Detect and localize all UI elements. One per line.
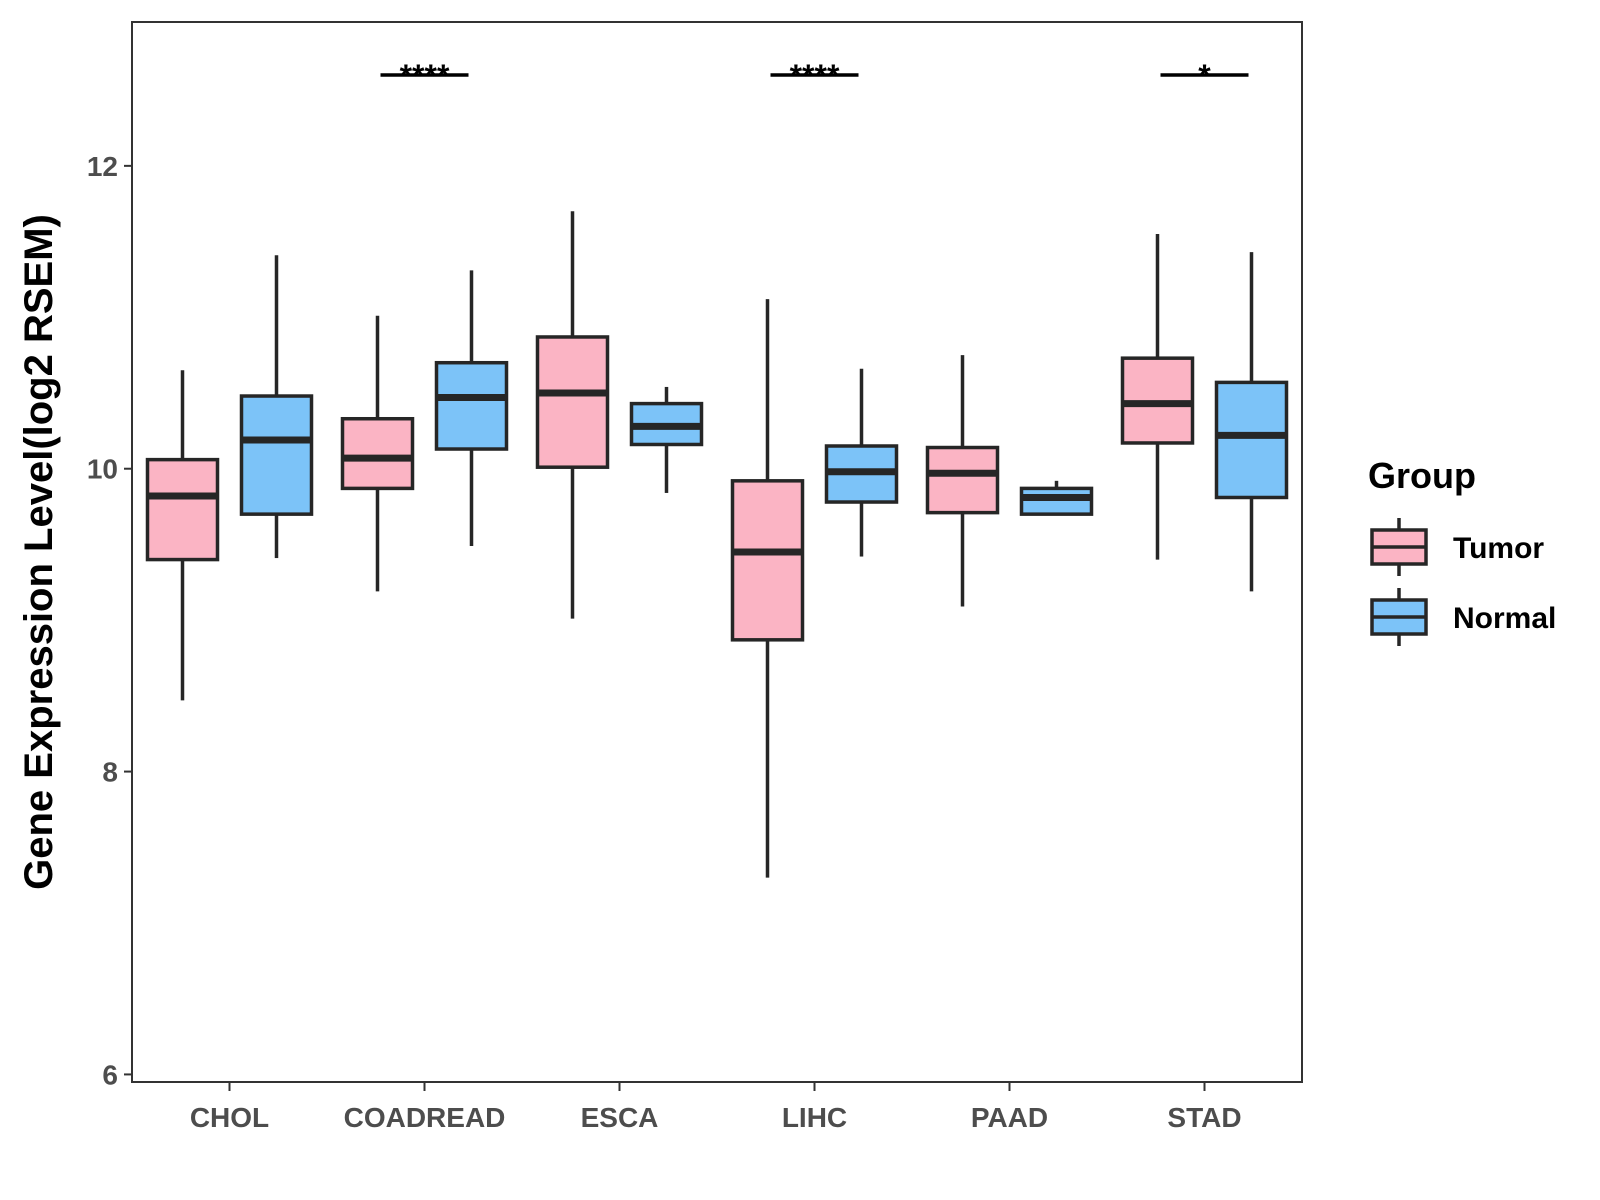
y-tick-label: 6 bbox=[102, 1059, 118, 1090]
y-tick-label: 8 bbox=[102, 757, 118, 788]
x-tick-label-lihc: LIHC bbox=[782, 1102, 847, 1133]
significance-label-lihc: **** bbox=[790, 58, 840, 94]
panel-border bbox=[131, 21, 1303, 1083]
y-axis-title: Gene Expression Level(log2 RSEM) bbox=[17, 214, 61, 890]
legend-label-tumor: Tumor bbox=[1453, 532, 1544, 565]
x-tick-label-chol: CHOL bbox=[190, 1102, 269, 1133]
significance-label-coadread: **** bbox=[400, 58, 450, 94]
box-normal-coadread bbox=[434, 360, 509, 451]
box-normal-stad bbox=[1214, 380, 1289, 500]
y-tick-label: 12 bbox=[87, 151, 118, 182]
x-tick-label-coadread: COADREAD bbox=[344, 1102, 506, 1133]
significance-label-stad: * bbox=[1198, 58, 1211, 94]
box-tumor-chol bbox=[145, 457, 220, 562]
legend-label-normal: Normal bbox=[1453, 602, 1556, 635]
plot-area: **** **** * bbox=[145, 58, 1289, 878]
box-tumor-paad bbox=[925, 445, 1000, 515]
legend: Group Tumor Normal bbox=[1368, 455, 1556, 646]
x-tick-label-paad: PAAD bbox=[971, 1102, 1048, 1133]
box-tumor-coadread bbox=[340, 416, 415, 491]
box-tumor-lihc bbox=[730, 479, 805, 642]
box-normal-chol bbox=[239, 394, 314, 516]
box-tumor-esca bbox=[535, 335, 610, 469]
legend-title: Group bbox=[1368, 455, 1476, 496]
axes: 6 8 10 12 CHOL COADREAD ESCA LIHC PAAD STAD Gene E… bbox=[17, 21, 1303, 1133]
y-tick-label: 10 bbox=[87, 454, 118, 485]
box-normal-paad bbox=[1019, 486, 1094, 516]
x-tick-label-esca: ESCA bbox=[581, 1102, 659, 1133]
x-tick-label-stad: STAD bbox=[1167, 1102, 1241, 1133]
